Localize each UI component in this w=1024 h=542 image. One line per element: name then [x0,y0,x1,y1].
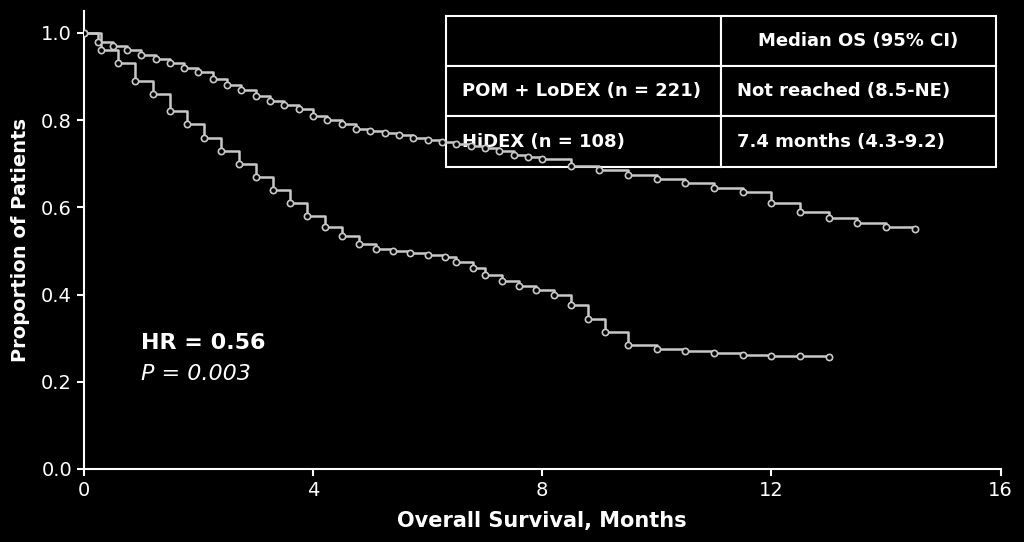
Text: P = 0.003: P = 0.003 [141,364,251,384]
Y-axis label: Proportion of Patients: Proportion of Patients [11,118,30,362]
X-axis label: Overall Survival, Months: Overall Survival, Months [397,511,687,531]
Text: HR = 0.56: HR = 0.56 [141,333,265,353]
